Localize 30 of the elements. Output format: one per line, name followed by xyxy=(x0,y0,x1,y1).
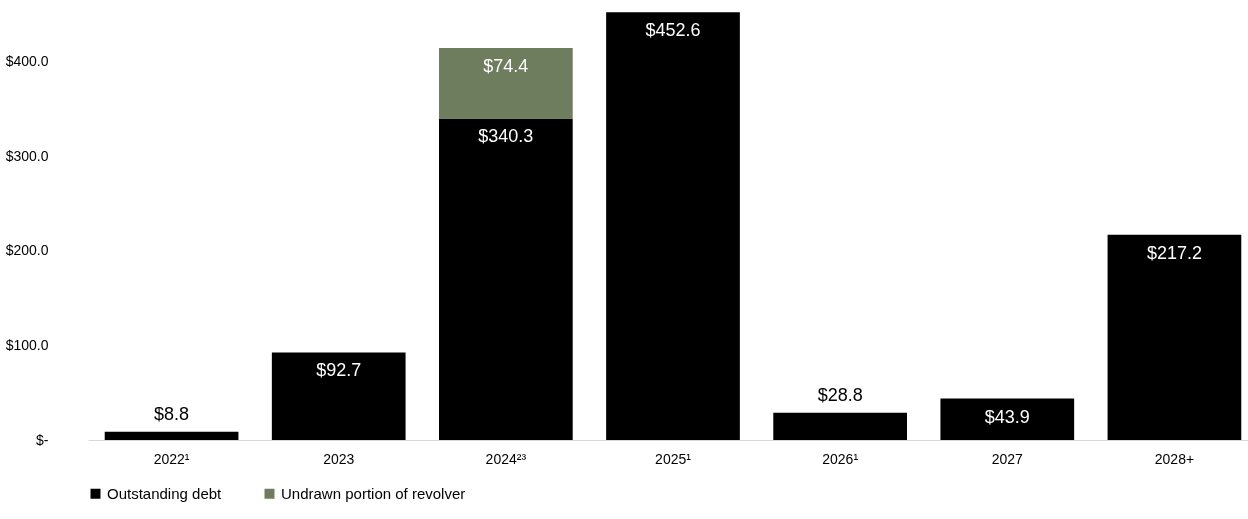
legend-label: Undrawn portion of revolver xyxy=(281,484,466,502)
x-tick-label: 2023 xyxy=(323,450,355,467)
y-tick-label: $200.0 xyxy=(5,242,49,259)
x-tick-label: 2026¹ xyxy=(822,450,859,467)
bar xyxy=(104,431,239,440)
bar xyxy=(606,12,740,440)
y-tick-label: $- xyxy=(36,431,49,448)
x-tick-label: 2022¹ xyxy=(153,450,190,467)
data-label: $28.8 xyxy=(817,384,863,405)
bar xyxy=(439,118,573,440)
bar xyxy=(439,48,573,119)
data-label: $92.7 xyxy=(316,360,362,381)
x-tick-label: 2028+ xyxy=(1154,450,1195,467)
data-label: $217.2 xyxy=(1146,242,1202,263)
y-tick-label: $100.0 xyxy=(5,336,49,353)
bar xyxy=(940,398,1075,440)
x-tick-label: 2027 xyxy=(991,450,1024,467)
y-tick-label: $400.0 xyxy=(5,53,49,70)
x-tick-label: 2025¹ xyxy=(655,450,692,467)
data-label: $452.6 xyxy=(645,20,701,41)
data-label: $340.3 xyxy=(478,126,534,147)
bar xyxy=(1107,234,1242,440)
data-label: $74.4 xyxy=(483,56,529,77)
legend-label: Outstanding debt xyxy=(107,484,223,502)
data-label: $43.9 xyxy=(984,406,1030,427)
bar xyxy=(271,352,406,440)
bar xyxy=(773,412,907,440)
y-tick-label: $300.0 xyxy=(5,147,49,164)
x-tick-label: 2024²³ xyxy=(485,450,527,467)
data-label: $8.8 xyxy=(154,403,190,424)
